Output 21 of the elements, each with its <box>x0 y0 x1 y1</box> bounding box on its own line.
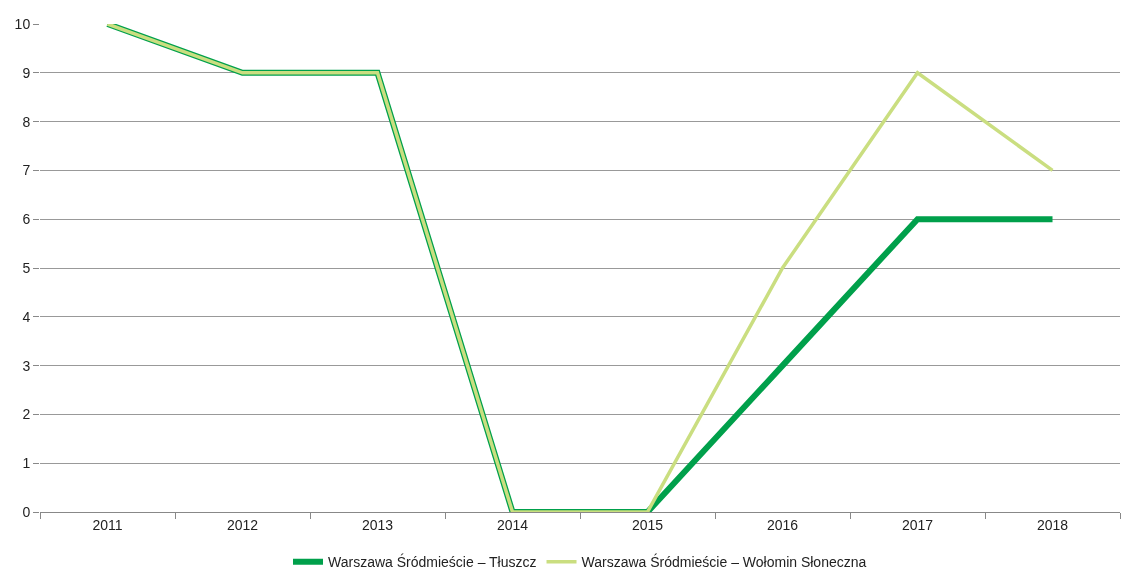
y-tick-label: 6 <box>22 211 31 228</box>
y-tick-label: 10 <box>14 15 31 32</box>
y-tick-label: 9 <box>22 64 31 81</box>
x-tick-label: 2016 <box>766 516 799 533</box>
y-tick-label: 2 <box>22 406 31 423</box>
x-tick-label: 2011 <box>92 516 123 533</box>
y-tick-label: 5 <box>22 259 31 276</box>
y-tick-label: 7 <box>22 162 31 179</box>
x-tick-label: 2012 <box>226 516 259 533</box>
y-tick-label: 4 <box>22 308 31 325</box>
y-tick-label: 1 <box>22 455 31 472</box>
legend-label: Warszawa Śródmieście – Wołomin Słoneczna <box>581 553 867 571</box>
x-tick-label: 2013 <box>361 516 394 533</box>
y-tick-label: 3 <box>22 357 31 374</box>
legend-label: Warszawa Śródmieście – Tłuszcz <box>328 553 537 571</box>
x-tick-label: 2017 <box>901 516 934 533</box>
x-tick-label: 2015 <box>631 516 664 533</box>
x-tick-label: 2014 <box>496 516 529 533</box>
y-tick-label: 8 <box>22 113 31 130</box>
y-tick-label: 0 <box>22 503 31 520</box>
x-tick-label: 2018 <box>1036 516 1069 533</box>
